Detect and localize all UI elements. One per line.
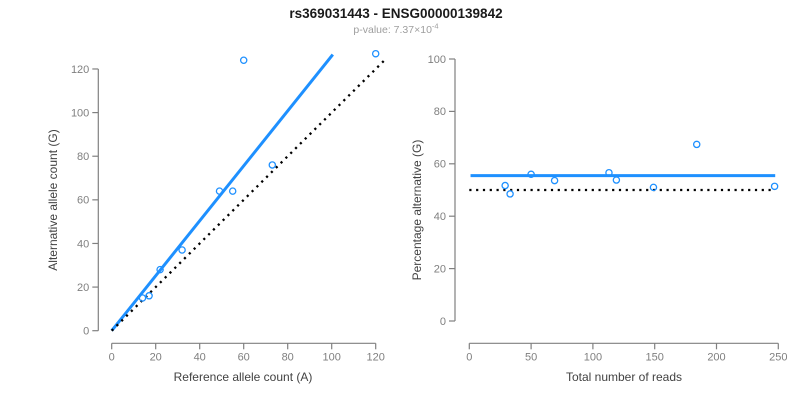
data-point bbox=[612, 176, 621, 184]
y-axis-title: Alternative allele count (G) bbox=[46, 129, 60, 270]
data-point bbox=[239, 56, 248, 65]
data-point bbox=[506, 190, 514, 198]
x-tick-label: 200 bbox=[707, 351, 725, 363]
x-tick-label: 60 bbox=[238, 351, 250, 363]
pvalue-exponent: -4 bbox=[432, 22, 439, 31]
identity-line bbox=[110, 57, 388, 332]
data-point bbox=[649, 183, 658, 192]
figure-title: rs369031443 - ENSG00000139842 bbox=[289, 6, 502, 21]
x-tick-label: 0 bbox=[466, 351, 472, 363]
x-tick-label: 80 bbox=[282, 351, 294, 363]
x-axis-title: Reference allele count (A) bbox=[174, 370, 313, 384]
y-tick-label: 60 bbox=[77, 195, 89, 207]
y-axis-title: Percentage alternative (G) bbox=[410, 140, 424, 281]
x-tick-label: 100 bbox=[584, 351, 602, 363]
x-tick-label: 120 bbox=[367, 351, 385, 363]
y-tick-label: 0 bbox=[83, 326, 89, 338]
data-point bbox=[228, 187, 237, 195]
percentage-reads-scatter-panel: 0 20 40 60 80 100 0 50 100 150 200 250 Total number … bbox=[410, 54, 787, 384]
data-point bbox=[501, 181, 509, 190]
x-tick-label: 40 bbox=[194, 351, 206, 363]
y-tick-label: 40 bbox=[434, 211, 446, 223]
y-tick-label: 40 bbox=[77, 238, 89, 250]
x-tick-label: 0 bbox=[109, 351, 115, 363]
x-axis-title: Total number of reads bbox=[566, 370, 682, 384]
x-tick-label: 20 bbox=[150, 351, 162, 363]
data-point bbox=[138, 294, 147, 302]
data-point bbox=[371, 49, 380, 58]
y-tick-label: 100 bbox=[71, 107, 89, 119]
x-tick-label: 100 bbox=[323, 351, 341, 363]
data-point bbox=[550, 176, 559, 185]
figure-subtitle: p-value: 7.37×10-4 bbox=[353, 22, 438, 37]
y-tick-label: 20 bbox=[77, 282, 89, 294]
data-point bbox=[692, 140, 701, 149]
x-tick-label: 150 bbox=[646, 351, 664, 363]
data-point bbox=[268, 161, 277, 169]
y-tick-label: 80 bbox=[77, 151, 89, 163]
data-point bbox=[527, 170, 535, 179]
y-tick-label: 60 bbox=[434, 159, 446, 171]
y-tick-label: 20 bbox=[434, 263, 446, 275]
x-tick-label: 250 bbox=[769, 351, 787, 363]
allele-count-scatter-panel: 0 20 40 60 80 100 120 0 20 40 60 80 100 120 Reference … bbox=[46, 49, 388, 384]
y-tick-label: 80 bbox=[434, 106, 446, 118]
data-point bbox=[770, 182, 779, 191]
data-point bbox=[145, 292, 153, 300]
data-point bbox=[156, 265, 164, 274]
y-tick-label: 100 bbox=[428, 54, 446, 66]
y-tick-label: 0 bbox=[440, 316, 446, 328]
y-tick-label: 120 bbox=[71, 64, 89, 76]
data-point bbox=[215, 187, 224, 195]
data-point bbox=[605, 168, 613, 177]
pvalue-label: p-value: 7.37×10 bbox=[353, 24, 432, 36]
x-tick-label: 50 bbox=[525, 351, 537, 363]
data-point bbox=[178, 246, 186, 254]
